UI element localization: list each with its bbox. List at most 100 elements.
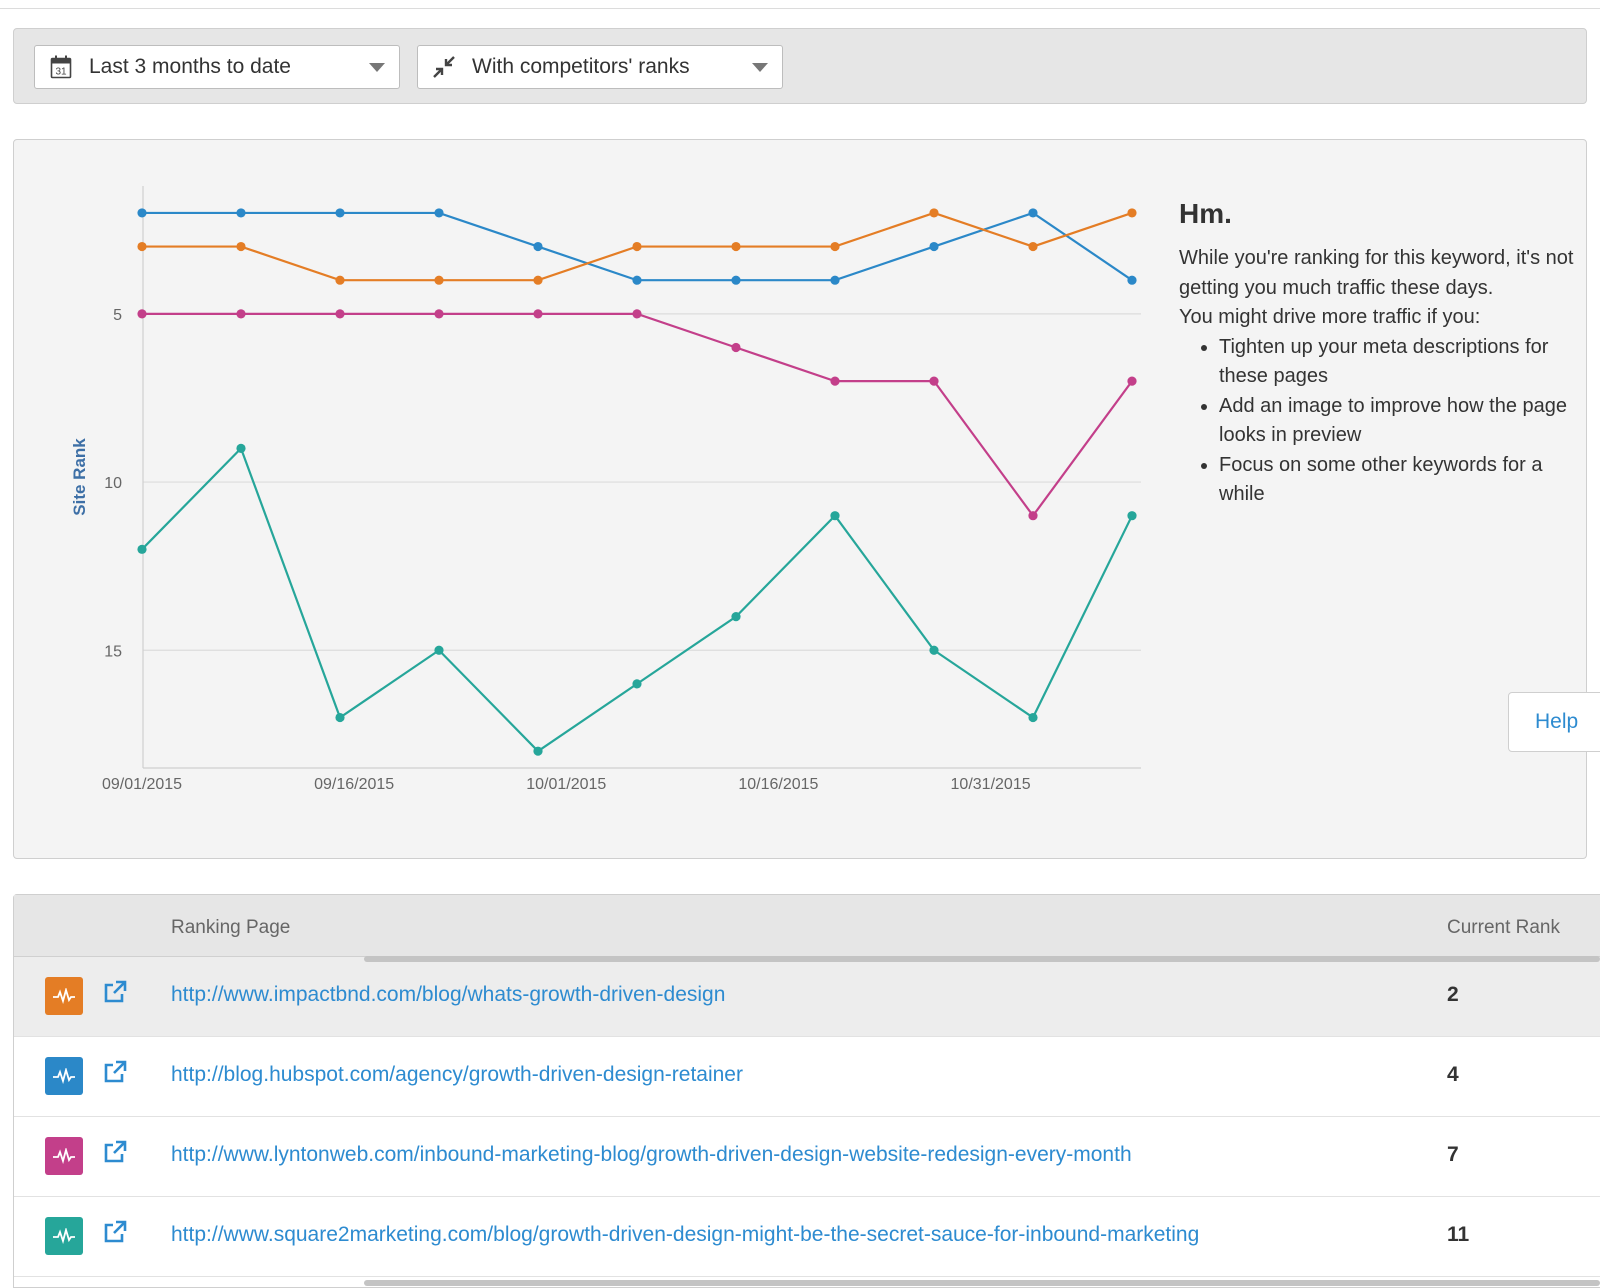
ranking-page-link[interactable]: http://www.square2marketing.com/blog/gro…	[171, 1223, 1200, 1246]
data-point	[632, 309, 642, 319]
comparison-dropdown[interactable]: With competitors' ranks	[417, 45, 783, 89]
help-button[interactable]: Help	[1508, 692, 1600, 752]
suggestion-item: Focus on some other keywords for a while	[1219, 451, 1579, 510]
x-tick-label: 10/16/2015	[738, 776, 818, 793]
series-line	[141, 446, 1133, 753]
external-link-icon[interactable]	[101, 1138, 129, 1166]
current-rank: 2	[1447, 983, 1459, 1006]
data-point	[731, 612, 741, 622]
data-point	[830, 275, 840, 285]
data-point	[137, 544, 147, 554]
series-pulse-icon[interactable]	[45, 1137, 83, 1175]
x-tick-label: 10/01/2015	[526, 776, 606, 793]
series-pulse-icon[interactable]	[45, 1057, 83, 1095]
data-point	[731, 241, 741, 252]
data-point	[1028, 241, 1038, 252]
data-point	[434, 645, 444, 655]
data-point	[830, 376, 840, 386]
data-point	[731, 342, 741, 353]
data-point	[632, 241, 642, 252]
insight-suggest-intro: You might drive more traffic if you:	[1179, 306, 1481, 328]
data-point	[1028, 208, 1038, 218]
insight-message: While you're ranking for this keyword, i…	[1179, 247, 1574, 299]
table-row: http://www.square2marketing.com/blog/gro…	[14, 1197, 1600, 1277]
data-point	[1127, 511, 1137, 521]
external-link-icon[interactable]	[101, 978, 129, 1006]
data-point	[533, 275, 543, 285]
data-point	[1028, 712, 1038, 723]
data-point	[1127, 376, 1137, 386]
chevron-down-icon	[369, 62, 385, 72]
data-point	[434, 309, 444, 319]
data-point	[929, 208, 939, 218]
data-point	[434, 275, 444, 285]
horizontal-scrollbar-bottom[interactable]	[364, 1280, 1600, 1286]
data-point	[236, 241, 246, 252]
current-rank: 7	[1447, 1143, 1459, 1166]
data-point	[1028, 511, 1038, 521]
data-point	[236, 309, 246, 319]
data-point	[533, 309, 543, 319]
data-point	[830, 241, 840, 252]
y-tick-label: 10	[104, 475, 122, 492]
data-point	[137, 309, 147, 319]
current-rank: 4	[1447, 1063, 1459, 1086]
y-axis-label: Site Rank	[70, 438, 89, 516]
data-point	[335, 275, 345, 285]
y-tick-label: 5	[113, 307, 122, 324]
data-point	[137, 208, 147, 218]
data-point	[731, 275, 741, 285]
top-divider	[0, 8, 1600, 9]
external-link-icon[interactable]	[101, 1058, 129, 1086]
x-tick-label: 10/31/2015	[951, 776, 1031, 793]
ranking-page-link[interactable]: http://blog.hubspot.com/agency/growth-dr…	[171, 1063, 743, 1086]
y-tick-label: 15	[104, 643, 122, 660]
data-point	[137, 241, 147, 252]
table-header: Ranking Page Current Rank	[14, 895, 1600, 957]
data-point	[929, 645, 939, 655]
data-point	[236, 208, 246, 218]
rank-chart: 5 10 15 Site Rank 09/01/2015 09/16/2015 10/01/…	[70, 186, 1141, 793]
series-line	[142, 312, 1133, 518]
data-point	[335, 309, 345, 319]
suggestion-item: Add an image to improve how the page loo…	[1219, 392, 1579, 451]
suggestion-list: Tighten up your meta descriptions for th…	[1179, 333, 1579, 510]
data-point	[1127, 275, 1137, 285]
data-point	[533, 241, 543, 252]
table-row: http://blog.hubspot.com/agency/growth-dr…	[14, 1037, 1600, 1117]
data-point	[632, 679, 642, 689]
date-range-label: Last 3 months to date	[89, 55, 291, 78]
svg-text:31: 31	[55, 67, 67, 78]
data-point	[335, 712, 345, 723]
ranking-page-link[interactable]: http://www.impactbnd.com/blog/whats-grow…	[171, 983, 726, 1006]
filter-bar: 31 Last 3 months to date With competitor…	[13, 28, 1587, 104]
comparison-label: With competitors' ranks	[472, 55, 690, 78]
date-range-dropdown[interactable]: 31 Last 3 months to date	[34, 45, 400, 89]
data-point	[929, 241, 939, 252]
data-point	[632, 275, 642, 285]
chart-panel: 5 10 15 Site Rank 09/01/2015 09/16/2015 10/01/…	[13, 139, 1587, 859]
table-row: http://www.impactbnd.com/blog/whats-grow…	[14, 957, 1600, 1037]
calendar-icon: 31	[49, 55, 73, 79]
data-point	[1127, 208, 1137, 218]
series-pulse-icon[interactable]	[45, 1217, 83, 1255]
column-header-current-rank: Current Rank	[1447, 917, 1560, 938]
x-tick-label: 09/01/2015	[102, 776, 182, 793]
data-point	[434, 208, 444, 218]
series-pulse-icon[interactable]	[45, 977, 83, 1015]
data-point	[533, 746, 543, 756]
horizontal-scrollbar[interactable]	[364, 956, 1600, 962]
chevron-down-icon	[752, 62, 768, 72]
compress-arrows-icon	[432, 55, 456, 79]
insight-title: Hm.	[1179, 198, 1232, 229]
ranking-page-link[interactable]: http://www.lyntonweb.com/inbound-marketi…	[171, 1143, 1132, 1166]
current-rank: 11	[1447, 1223, 1470, 1246]
data-point	[335, 208, 345, 218]
ranking-table: Ranking Page Current Rank http://www.imp…	[13, 894, 1600, 1288]
data-point	[830, 511, 840, 521]
external-link-icon[interactable]	[101, 1218, 129, 1246]
data-point	[236, 443, 246, 454]
column-header-ranking-page: Ranking Page	[171, 917, 291, 938]
suggestion-item: Tighten up your meta descriptions for th…	[1219, 333, 1579, 392]
data-point	[929, 376, 939, 386]
